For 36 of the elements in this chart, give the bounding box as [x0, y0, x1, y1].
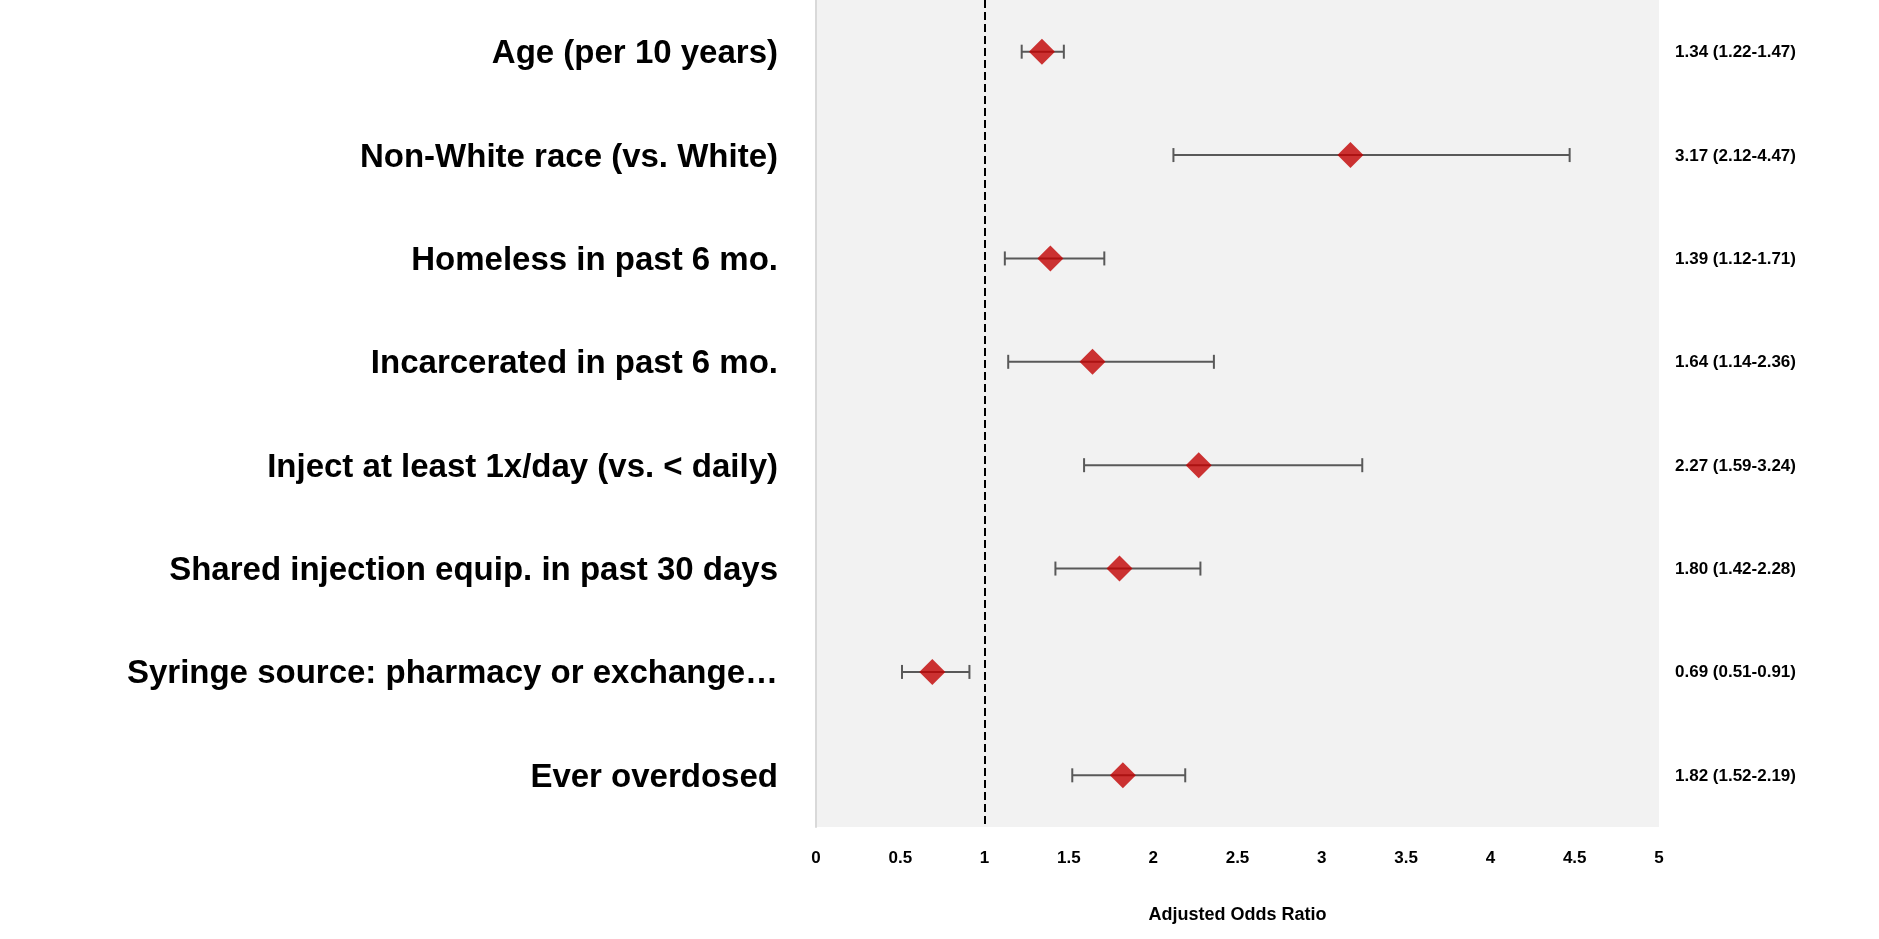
x-tick-label: 4.5: [1562, 848, 1587, 867]
y-tick-label: Non-White race (vs. White): [359, 136, 778, 174]
x-tick-label: 1.5: [1057, 848, 1081, 867]
point: [1037, 245, 1064, 272]
x-tick-label: 0.5: [888, 848, 913, 867]
y-tick-label: Syringe source: pharmacy or exchange…: [126, 653, 778, 691]
data-label: 1.80 (1.42-2.28): [1675, 559, 1796, 579]
x-tick-label: 5: [1654, 848, 1664, 867]
data-label: 2.27 (1.59-3.24): [1675, 455, 1796, 475]
x-tick-label: 0: [811, 848, 821, 867]
y-tick-label: Shared injection equip. in past 30 days: [169, 550, 778, 588]
data-label: 1.64 (1.14-2.36): [1675, 352, 1796, 372]
data-label: 1.82 (1.52-2.19): [1675, 765, 1796, 785]
x-tick-label: 3: [1317, 848, 1327, 867]
y-tick-label: Homeless in past 6 mo.: [411, 239, 778, 277]
x-tick-label: 2: [1148, 848, 1158, 867]
point: [1106, 555, 1133, 582]
x-axis-title: Adjusted Odds Ratio: [1148, 904, 1327, 924]
point: [919, 658, 946, 685]
data-label: 1.34 (1.22-1.47): [1675, 42, 1796, 62]
y-tick-label: Ever overdosed: [530, 756, 778, 794]
y-tick-label: Inject at least 1x/day (vs. < daily): [267, 446, 778, 484]
data-label: 3.17 (2.12-4.47): [1675, 145, 1796, 165]
x-tick-label: 1: [979, 848, 990, 867]
point: [1109, 762, 1136, 789]
x-tick-label: 4: [1485, 848, 1496, 867]
point: [1185, 452, 1212, 479]
point: [1337, 142, 1364, 169]
point: [1079, 348, 1106, 375]
data-label: 1.39 (1.12-1.71): [1675, 248, 1796, 268]
point: [1028, 38, 1055, 65]
y-tick-label: Incarcerated in past 6 mo.: [370, 343, 778, 381]
x-tick-label: 3.5: [1394, 848, 1418, 867]
data-label: 0.69 (0.51-0.91): [1675, 662, 1796, 682]
y-tick-label: Age (per 10 years): [491, 33, 778, 71]
x-tick-label: 2.5: [1225, 848, 1250, 867]
